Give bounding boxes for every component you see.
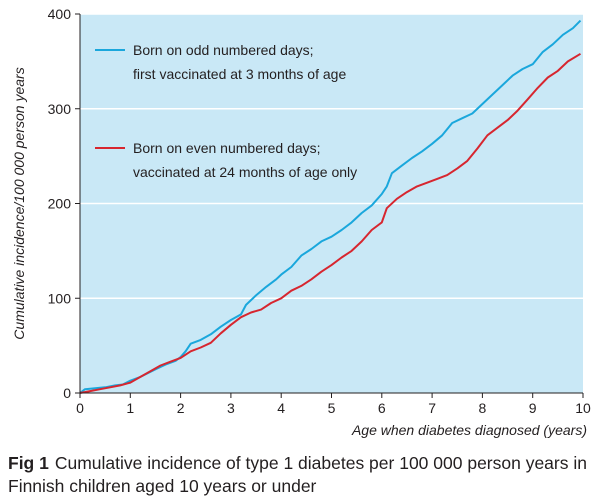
y-tick-label: 0 bbox=[63, 385, 71, 401]
x-tick-label: 0 bbox=[76, 400, 84, 416]
gridlines bbox=[80, 13, 583, 299]
x-tick-label: 5 bbox=[328, 400, 336, 416]
legend-label: Born on even numbered days; bbox=[133, 140, 321, 156]
y-tick-label: 300 bbox=[48, 101, 72, 117]
figure-label: Fig 1 bbox=[8, 453, 49, 473]
legend: Born on odd numbered days; first vaccinat… bbox=[95, 42, 357, 180]
y-axis-label: Cumulative incidence/100 000 person year… bbox=[11, 67, 27, 339]
x-tick-label: 1 bbox=[126, 400, 134, 416]
series-line-even-days bbox=[79, 52, 582, 394]
legend-label: vaccinated at 24 months of age only bbox=[133, 164, 357, 180]
y-tick-labels: 0 100 200 300 400 bbox=[48, 6, 72, 401]
x-tick-label: 7 bbox=[428, 400, 436, 416]
legend-label: Born on odd numbered days; bbox=[133, 42, 314, 58]
line-chart: 0 1 2 3 4 5 6 7 8 9 10 0 100 200 300 400 Born on odd n… bbox=[11, 6, 591, 438]
series-lines bbox=[79, 19, 582, 394]
axes bbox=[75, 13, 584, 398]
y-tick-label: 400 bbox=[48, 6, 72, 22]
x-tick-label: 4 bbox=[277, 400, 285, 416]
x-tick-label: 10 bbox=[575, 400, 591, 416]
y-tick-label: 100 bbox=[48, 290, 72, 306]
x-tick-label: 9 bbox=[529, 400, 537, 416]
x-axis-label: Age when diabetes diagnosed (years) bbox=[351, 422, 587, 438]
x-tick-label: 8 bbox=[479, 400, 487, 416]
figure-caption: Fig 1 Cumulative incidence of type 1 diab… bbox=[8, 452, 593, 498]
x-tick-label: 6 bbox=[378, 400, 386, 416]
legend-label: first vaccinated at 3 months of age bbox=[133, 66, 346, 82]
y-tick-label: 200 bbox=[48, 196, 72, 212]
caption-text: Cumulative incidence of type 1 diabetes … bbox=[8, 453, 587, 496]
x-tick-labels: 0 1 2 3 4 5 6 7 8 9 10 bbox=[76, 400, 591, 416]
x-tick-label: 2 bbox=[177, 400, 185, 416]
x-tick-label: 3 bbox=[227, 400, 235, 416]
